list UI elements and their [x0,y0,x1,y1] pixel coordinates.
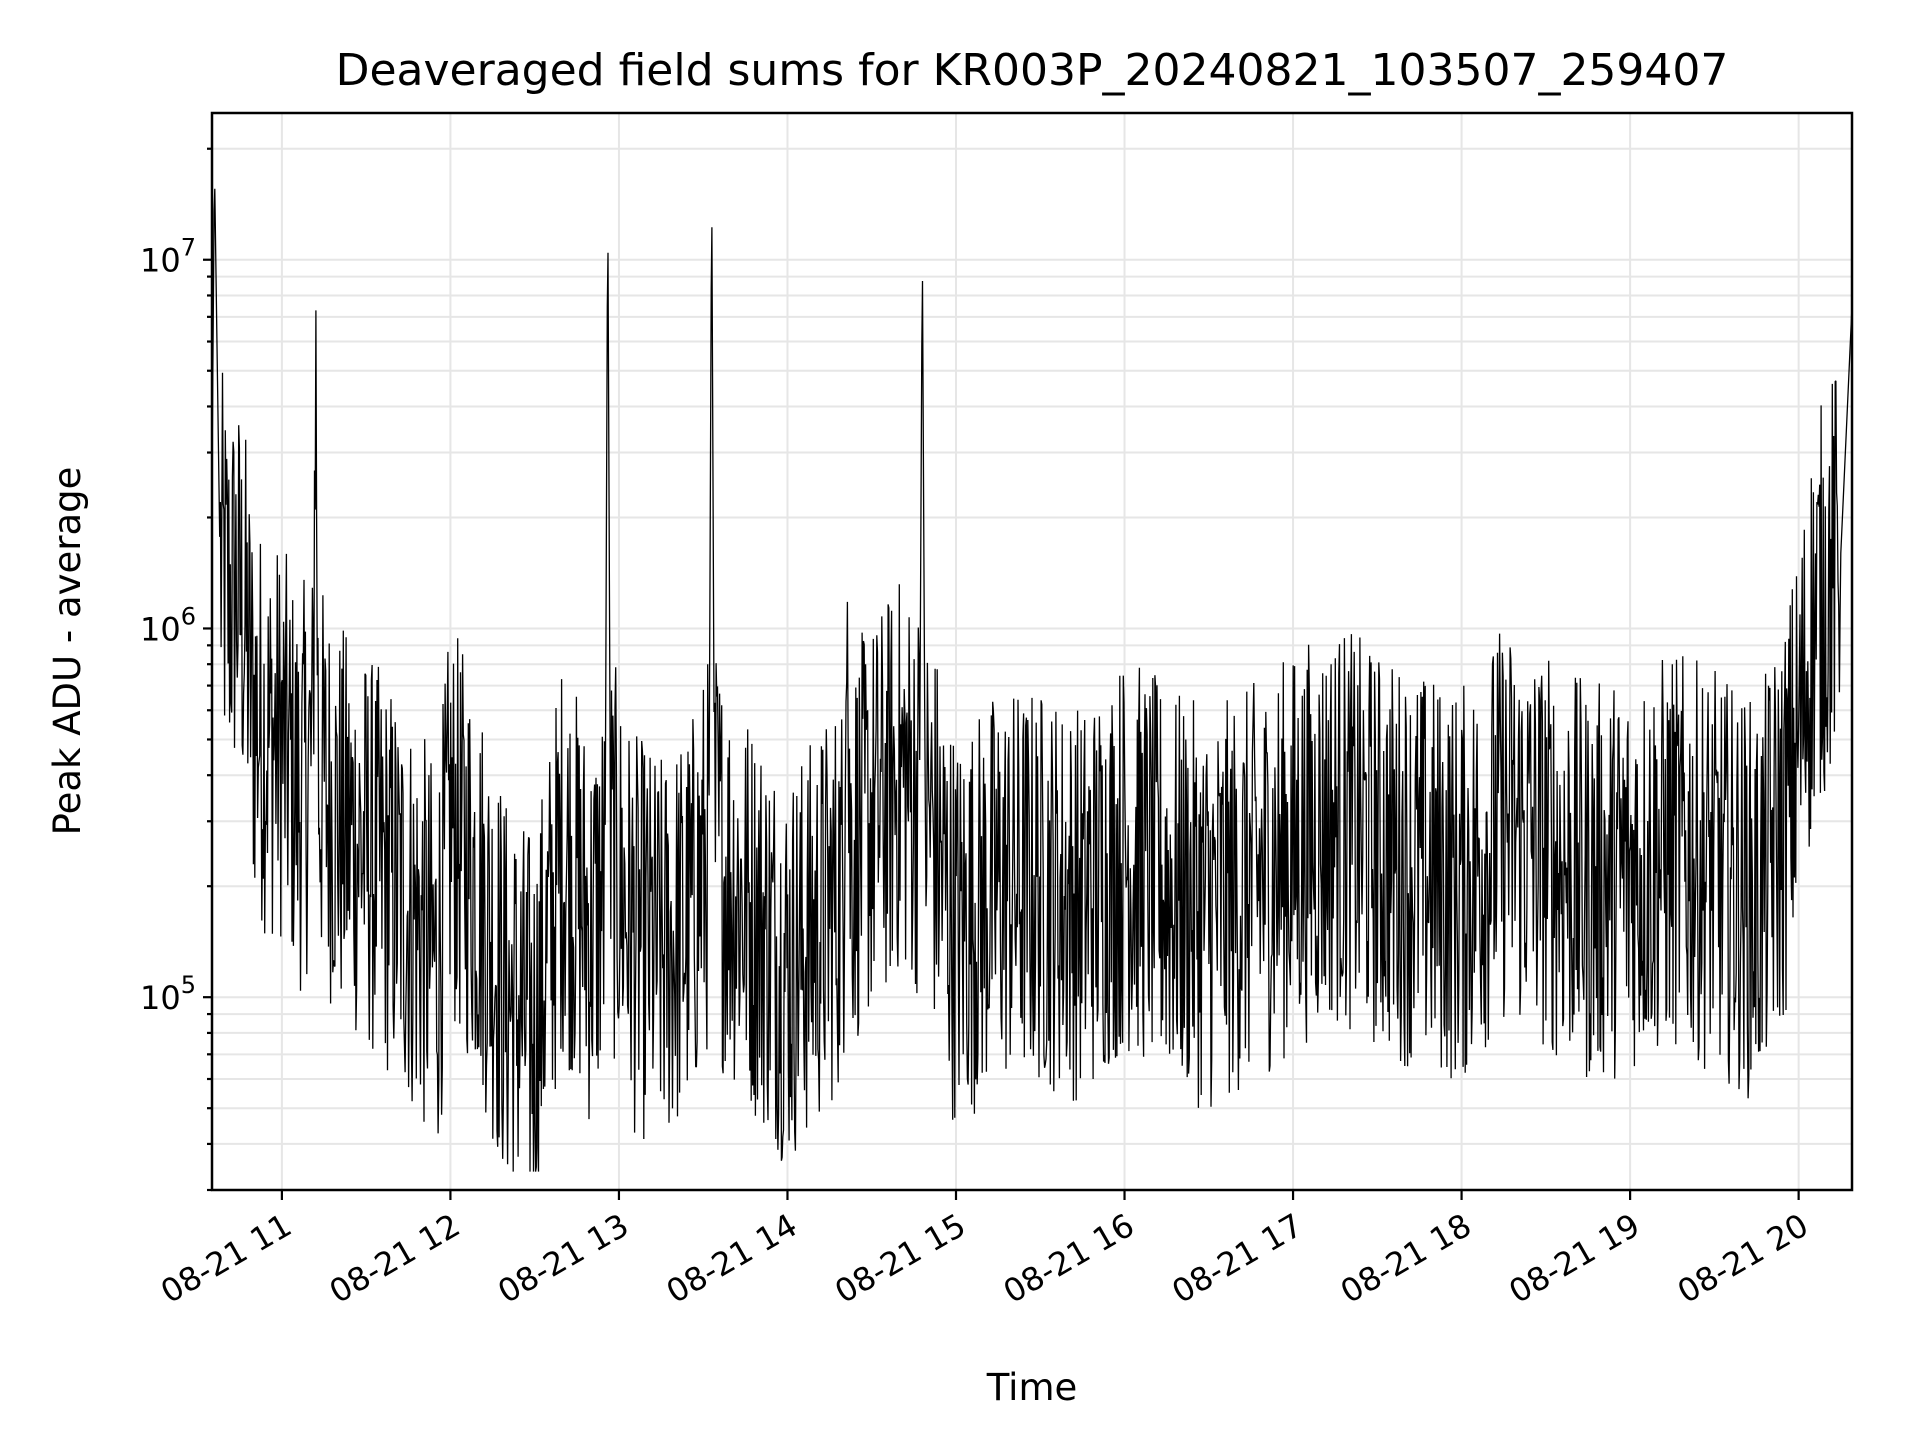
x-tick-label: 08-21 14 [660,1206,804,1311]
series-line [211,188,1853,1172]
x-tick-label: 08-21 11 [154,1206,298,1311]
y-tick-label: 106 [140,602,196,648]
x-tick-label: 08-21 20 [1671,1206,1815,1311]
x-tick-label: 08-21 13 [491,1206,635,1311]
y-tick-label: 107 [140,234,196,280]
x-tick-label: 08-21 15 [828,1206,972,1311]
series-layer [211,188,1853,1172]
chart-title: Deaveraged field sums for KR003P_2024082… [336,45,1729,96]
y-tick-label: 105 [140,971,196,1017]
x-tick-label: 08-21 17 [1165,1206,1309,1311]
x-tick-label: 08-21 16 [997,1206,1141,1311]
x-tick-label: 08-21 18 [1334,1206,1478,1311]
y-axis-label: Peak ADU - average [46,467,89,836]
plot-frame [210,111,1854,1192]
x-tick-label: 08-21 12 [323,1206,467,1311]
x-tick-label: 08-21 19 [1503,1206,1647,1311]
x-axis-label: Time [986,1366,1078,1409]
